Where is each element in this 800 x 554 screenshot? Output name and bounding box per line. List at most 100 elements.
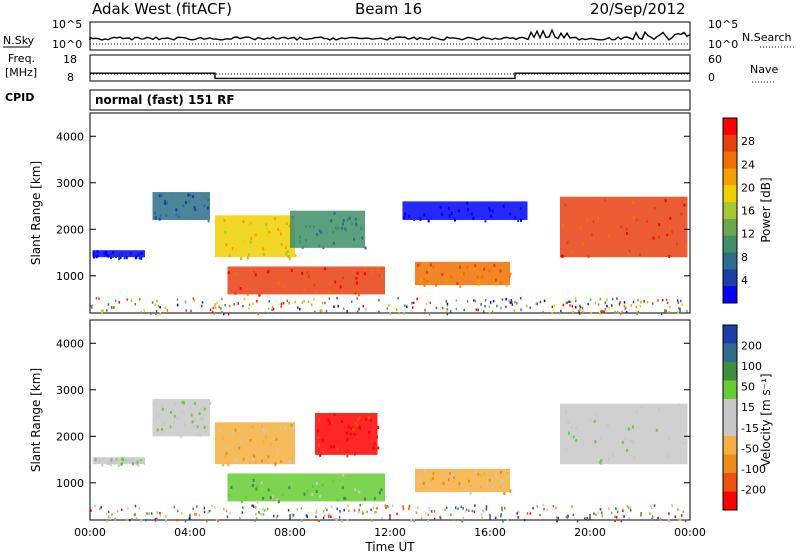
clutter-speckle bbox=[597, 303, 600, 306]
echo-speckle bbox=[176, 417, 179, 421]
clutter-speckle bbox=[306, 515, 309, 518]
echo-speckle bbox=[261, 459, 264, 463]
clutter-speckle bbox=[657, 516, 659, 520]
echo-speckle bbox=[306, 489, 309, 493]
echo-speckle bbox=[655, 428, 658, 432]
echo-speckle bbox=[92, 252, 95, 256]
clutter-speckle bbox=[481, 516, 483, 519]
clutter-speckle bbox=[188, 517, 191, 520]
clutter-speckle bbox=[217, 519, 219, 523]
echo-speckle bbox=[377, 426, 380, 430]
clutter-speckle bbox=[410, 519, 412, 523]
echo-speckle bbox=[284, 245, 287, 249]
clutter-speckle bbox=[315, 515, 317, 519]
clutter-speckle bbox=[677, 306, 680, 310]
echo-speckle bbox=[445, 278, 448, 282]
echo-speckle bbox=[291, 215, 294, 219]
echo-speckle bbox=[119, 253, 122, 257]
colorbar-swatch bbox=[723, 343, 737, 363]
clutter-speckle bbox=[652, 302, 654, 305]
echo-speckle bbox=[141, 254, 144, 258]
clutter-speckle bbox=[608, 507, 610, 511]
echo-speckle bbox=[423, 469, 426, 473]
echo-speckle bbox=[250, 484, 253, 488]
echo-speckle bbox=[564, 447, 567, 451]
clutter-speckle bbox=[133, 513, 135, 517]
echo-region bbox=[560, 196, 688, 258]
echo-speckle bbox=[280, 243, 283, 247]
echo-speckle bbox=[473, 268, 476, 272]
colorbar-tick-label: 12 bbox=[741, 228, 755, 241]
clutter-speckle bbox=[243, 297, 246, 301]
echo-speckle bbox=[309, 225, 312, 229]
echo-speckle bbox=[354, 291, 357, 295]
echo-speckle bbox=[592, 220, 595, 224]
echo-speckle bbox=[122, 250, 125, 254]
echo-speckle bbox=[567, 420, 570, 424]
clutter-speckle bbox=[640, 514, 642, 517]
clutter-speckle bbox=[502, 519, 504, 523]
clutter-speckle bbox=[430, 510, 433, 513]
clutter-speckle bbox=[239, 516, 241, 520]
clutter-speckle bbox=[679, 299, 682, 303]
clutter-speckle bbox=[420, 515, 423, 519]
echo-speckle bbox=[307, 274, 310, 278]
clutter-speckle bbox=[326, 508, 328, 512]
echo-speckle bbox=[472, 217, 475, 221]
clutter-speckle bbox=[305, 514, 308, 517]
echo-speckle bbox=[264, 459, 267, 463]
echo-speckle bbox=[380, 275, 383, 279]
clutter-speckle bbox=[616, 510, 619, 514]
clutter-speckle bbox=[315, 509, 318, 512]
echo-speckle bbox=[287, 254, 290, 258]
echo-speckle bbox=[246, 256, 249, 260]
clutter-speckle bbox=[665, 309, 667, 313]
echo-speckle bbox=[324, 267, 327, 271]
echo-speckle bbox=[606, 424, 609, 428]
clutter-speckle bbox=[252, 504, 255, 508]
clutter-speckle bbox=[90, 304, 92, 308]
clutter-speckle bbox=[506, 518, 509, 522]
clutter-speckle bbox=[579, 304, 581, 308]
echo-speckle bbox=[181, 204, 184, 208]
echo-speckle bbox=[607, 457, 610, 461]
echo-speckle bbox=[156, 198, 159, 202]
clutter-speckle bbox=[428, 312, 431, 316]
clutter-speckle bbox=[151, 301, 154, 304]
xtick-label: 00:00 bbox=[674, 526, 706, 539]
colorbar-tick-label: 50 bbox=[741, 381, 755, 394]
clutter-speckle bbox=[378, 310, 380, 314]
clutter-speckle bbox=[138, 507, 141, 510]
clutter-speckle bbox=[307, 300, 310, 303]
clutter-speckle bbox=[272, 307, 275, 311]
clutter-speckle bbox=[473, 299, 475, 302]
clutter-speckle bbox=[328, 512, 330, 516]
echo-speckle bbox=[319, 453, 322, 457]
echo-speckle bbox=[495, 474, 498, 478]
clutter-speckle bbox=[316, 519, 319, 522]
echo-speckle bbox=[267, 269, 270, 273]
clutter-speckle bbox=[221, 310, 223, 314]
clutter-speckle bbox=[282, 301, 285, 305]
echo-speckle bbox=[435, 283, 438, 287]
clutter-speckle bbox=[679, 309, 681, 313]
clutter-speckle bbox=[227, 312, 230, 316]
echo-speckle bbox=[262, 496, 265, 500]
clutter-speckle bbox=[325, 309, 328, 313]
clutter-speckle bbox=[192, 507, 194, 510]
clutter-speckle bbox=[604, 301, 606, 304]
clutter-speckle bbox=[241, 511, 244, 514]
echo-speckle bbox=[235, 247, 238, 251]
clutter-speckle bbox=[425, 302, 428, 306]
clutter-speckle bbox=[350, 300, 353, 304]
clutter-speckle bbox=[599, 312, 601, 315]
clutter-speckle bbox=[408, 506, 410, 509]
clutter-speckle bbox=[313, 310, 316, 314]
clutter-speckle bbox=[100, 506, 102, 509]
clutter-speckle bbox=[300, 507, 302, 510]
echo-speckle bbox=[107, 461, 110, 465]
echo-speckle bbox=[263, 430, 266, 434]
echo-speckle bbox=[339, 285, 342, 289]
clutter-speckle bbox=[529, 306, 531, 309]
clutter-speckle bbox=[254, 519, 256, 522]
